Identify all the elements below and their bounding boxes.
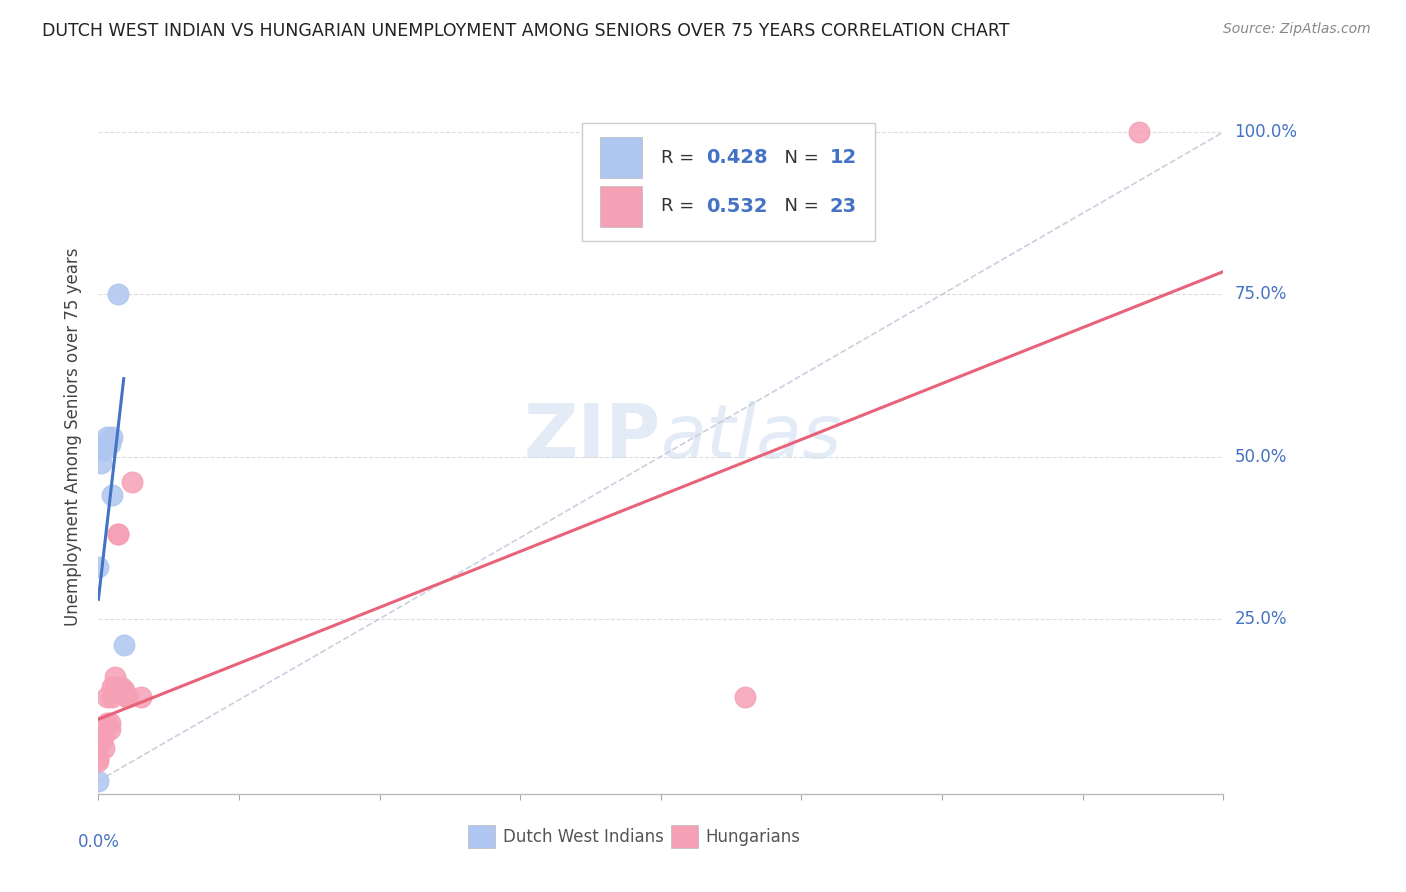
Point: [115, 690, 138, 704]
FancyBboxPatch shape: [468, 825, 495, 848]
Point: [112, 683, 135, 698]
Text: 25.0%: 25.0%: [1234, 610, 1286, 628]
Point: [93, 741, 115, 756]
Text: Source: ZipAtlas.com: Source: ZipAtlas.com: [1223, 22, 1371, 37]
Point: [93, 436, 115, 450]
FancyBboxPatch shape: [582, 123, 875, 241]
Text: 12: 12: [830, 148, 856, 167]
Text: 0.0%: 0.0%: [77, 833, 120, 851]
Point: [104, 670, 127, 684]
Point: [87, 751, 110, 765]
Point: [90, 735, 112, 749]
FancyBboxPatch shape: [671, 825, 697, 848]
Point: [90, 456, 112, 470]
Text: R =: R =: [661, 197, 700, 215]
Point: [101, 690, 124, 704]
Point: [87, 773, 110, 788]
Text: 0.532: 0.532: [706, 197, 768, 216]
Text: Dutch West Indians: Dutch West Indians: [503, 828, 664, 846]
Point: [96, 690, 118, 704]
Point: [98, 722, 121, 736]
Point: [96, 436, 118, 450]
FancyBboxPatch shape: [600, 137, 641, 178]
Text: N =: N =: [773, 149, 825, 167]
Point: [96, 715, 118, 730]
Point: [96, 430, 118, 444]
Y-axis label: Unemployment Among Seniors over 75 years: Unemployment Among Seniors over 75 years: [65, 248, 83, 626]
Text: 50.0%: 50.0%: [1234, 448, 1286, 466]
FancyBboxPatch shape: [600, 186, 641, 227]
Text: 100.0%: 100.0%: [1234, 123, 1298, 141]
Point: [112, 638, 135, 652]
Point: [93, 729, 115, 743]
Point: [101, 430, 124, 444]
Point: [101, 680, 124, 694]
Point: [107, 287, 129, 301]
Point: [110, 680, 132, 694]
Point: [121, 475, 143, 490]
Point: [87, 738, 110, 752]
Point: [107, 527, 129, 541]
Text: DUTCH WEST INDIAN VS HUNGARIAN UNEMPLOYMENT AMONG SENIORS OVER 75 YEARS CORRELAT: DUTCH WEST INDIAN VS HUNGARIAN UNEMPLOYM…: [42, 22, 1010, 40]
Point: [104, 680, 127, 694]
Point: [93, 443, 115, 458]
Point: [98, 715, 121, 730]
Text: 75.0%: 75.0%: [1234, 285, 1286, 303]
Text: N =: N =: [773, 197, 825, 215]
Point: [734, 690, 756, 704]
Text: 23: 23: [830, 197, 856, 216]
Point: [101, 488, 124, 502]
Point: [115, 690, 138, 704]
Point: [90, 722, 112, 736]
Text: ZIP: ZIP: [523, 401, 661, 474]
Point: [129, 690, 152, 704]
Text: 0.428: 0.428: [706, 148, 768, 167]
Point: [93, 719, 115, 733]
Point: [107, 527, 129, 541]
Point: [87, 559, 110, 574]
Point: [98, 436, 121, 450]
Text: R =: R =: [661, 149, 700, 167]
Text: Hungarians: Hungarians: [706, 828, 801, 846]
Text: atlas: atlas: [661, 401, 842, 473]
Point: [87, 755, 110, 769]
Point: [1128, 125, 1150, 139]
